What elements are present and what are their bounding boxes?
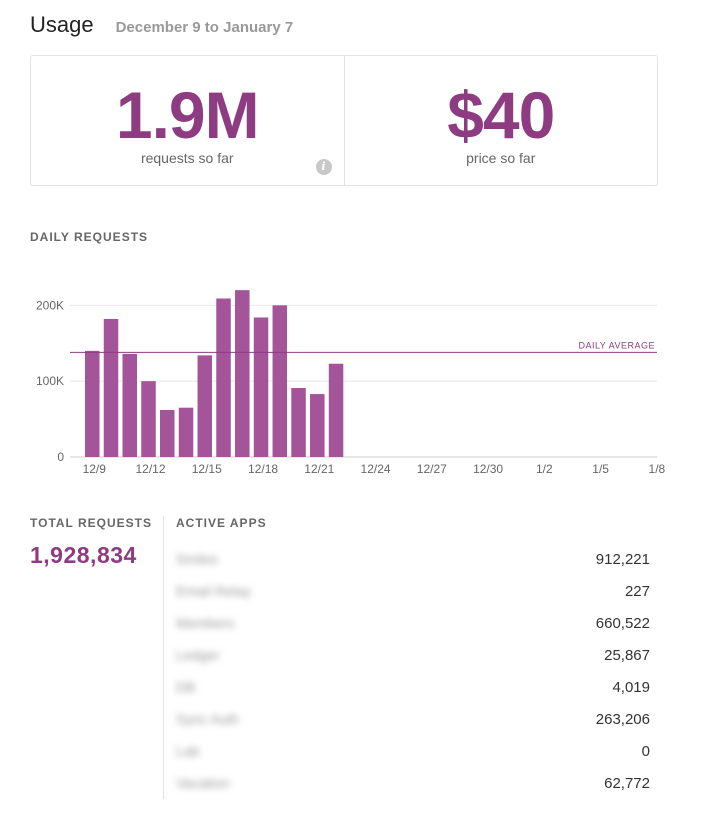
app-row[interactable]: Lab 0 xyxy=(176,735,650,767)
app-request-count: 4,019 xyxy=(612,678,650,696)
bar-12/20 xyxy=(291,387,306,457)
bar-12/14 xyxy=(178,407,194,457)
app-row[interactable]: Members 660,522 xyxy=(176,607,650,639)
x-tick-label: 12/21 xyxy=(304,462,334,476)
price-label: price so far xyxy=(466,150,536,166)
daily-requests-chart-svg: 0 100K 200K DAILY AVERAGE 12/9 12/12 12/15 12/1… xyxy=(36,290,666,476)
y-tick-label: 200K xyxy=(36,298,64,312)
bar-12/21 xyxy=(310,394,325,457)
info-icon[interactable]: i xyxy=(315,159,332,175)
bar-12/19 xyxy=(272,305,288,457)
app-name: Members xyxy=(176,615,235,631)
total-requests-label: TOTAL REQUESTS xyxy=(30,516,153,530)
date-range: December 9 to January 7 xyxy=(115,19,294,36)
x-tick-label: 1/2 xyxy=(536,462,553,476)
active-apps-panel: ACTIVE APPS Smiles 912,221 Email Relay 2… xyxy=(176,516,650,799)
total-requests-panel: TOTAL REQUESTS 1,928,834 xyxy=(30,516,164,799)
app-request-count: 62,772 xyxy=(604,774,650,792)
price-stat: $40 price so far xyxy=(343,56,658,185)
x-tick-label: 1/8 xyxy=(649,462,666,476)
bar-12/10 xyxy=(103,318,119,457)
bar-12/13 xyxy=(160,409,175,457)
bar-12/16 xyxy=(216,298,231,457)
app-request-count: 0 xyxy=(641,742,650,760)
app-name: Vacation xyxy=(176,775,230,791)
app-row[interactable]: Smiles 912,221 xyxy=(176,543,650,575)
x-tick-label: 12/18 xyxy=(248,462,278,476)
x-tick-label: 12/15 xyxy=(192,462,222,476)
app-row[interactable]: Ledger 25,867 xyxy=(176,639,650,671)
active-apps-label: ACTIVE APPS xyxy=(176,516,267,530)
daily-average-label: DAILY AVERAGE xyxy=(578,340,655,350)
x-tick-label: 12/27 xyxy=(417,462,447,476)
app-name: DB xyxy=(176,679,196,695)
x-tick-label: 12/24 xyxy=(361,462,391,476)
requests-stat: 1.9M requests so far i xyxy=(31,56,344,185)
requests-value: 1.9M xyxy=(115,78,260,152)
total-requests-value: 1,928,834 xyxy=(30,542,137,568)
price-value: $40 xyxy=(447,78,555,152)
bar-12/9 xyxy=(85,350,100,457)
bar-12/12 xyxy=(141,381,156,457)
app-name: Lab xyxy=(176,743,200,759)
bar-12/17 xyxy=(235,290,250,457)
app-row[interactable]: Email Relay 227 xyxy=(176,575,650,607)
app-name: Ledger xyxy=(176,647,220,663)
app-request-count: 660,522 xyxy=(595,614,650,632)
x-tick-label: 12/12 xyxy=(135,462,165,476)
page-header: Usage December 9 to January 7 xyxy=(30,12,293,42)
app-row[interactable]: Sync Auth 263,206 xyxy=(176,703,650,735)
app-request-count: 25,867 xyxy=(604,646,650,664)
app-row[interactable]: DB 4,019 xyxy=(176,671,650,703)
stats-panel: 1.9M requests so far i $40 price so far xyxy=(30,55,658,186)
bar-12/22 xyxy=(328,363,344,457)
app-request-count: 227 xyxy=(624,582,650,600)
bar-12/18 xyxy=(253,317,269,457)
bar-12/15 xyxy=(197,355,213,457)
page-title: Usage xyxy=(30,12,94,37)
app-request-count: 912,221 xyxy=(595,550,650,568)
y-tick-label: 0 xyxy=(57,450,64,464)
bar-12/11 xyxy=(122,353,138,457)
requests-label: requests so far xyxy=(140,150,234,166)
daily-requests-chart: 0 100K 200K DAILY AVERAGE 12/9 12/12 12/15 12/1… xyxy=(0,265,710,485)
app-row[interactable]: Vacation 62,772 xyxy=(176,767,650,799)
app-name: Email Relay xyxy=(176,583,251,599)
app-name: Sync Auth xyxy=(176,711,240,727)
x-tick-label: 12/9 xyxy=(83,462,107,476)
active-apps-list: Smiles 912,221 Email Relay 227 Members 6… xyxy=(176,543,650,799)
x-tick-label: 12/30 xyxy=(473,462,503,476)
x-tick-label: 1/5 xyxy=(592,462,609,476)
y-tick-label: 100K xyxy=(36,374,64,388)
daily-requests-heading: DAILY REQUESTS xyxy=(30,230,149,244)
app-request-count: 263,206 xyxy=(595,710,650,728)
app-name: Smiles xyxy=(176,551,219,567)
